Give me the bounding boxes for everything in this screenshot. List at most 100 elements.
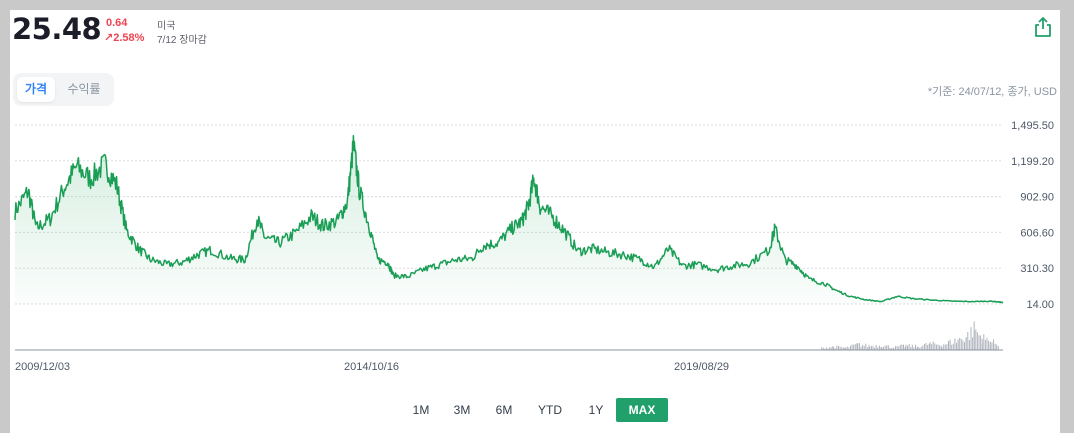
- volume-bar: [869, 346, 871, 350]
- volume-bar: [857, 343, 859, 350]
- volume-bar: [860, 346, 862, 350]
- range-button-max[interactable]: MAX: [616, 398, 668, 422]
- volume-bar: [875, 345, 877, 350]
- volume-bar: [920, 346, 922, 350]
- volume-bar: [884, 345, 886, 350]
- volume-bar: [827, 348, 829, 350]
- market-close-note: 7/12 장마감: [157, 35, 207, 46]
- price-series-line: [14, 134, 1004, 304]
- volume-bar: [848, 347, 850, 350]
- volume-bar: [949, 339, 951, 350]
- volume-bar: [986, 337, 988, 350]
- y-tick-label: 606.60: [1020, 227, 1054, 239]
- volume-bar: [989, 341, 991, 350]
- volume-bar: [962, 340, 964, 350]
- volume-bar: [984, 339, 986, 350]
- volume-bar: [978, 335, 980, 350]
- volume-bar: [937, 344, 939, 350]
- volume-bar: [863, 345, 865, 350]
- volume-bar: [892, 347, 894, 350]
- volume-bar: [954, 338, 956, 350]
- volume-bar: [960, 338, 962, 350]
- range-button-3m[interactable]: 3M: [453, 403, 471, 417]
- volume-bar: [927, 345, 929, 350]
- volume-bar: [925, 343, 927, 350]
- volume-bar: [889, 347, 891, 350]
- volume-bar: [919, 347, 921, 350]
- share-icon[interactable]: [1034, 16, 1052, 38]
- price-chart[interactable]: 1,495.50 1,199.20 902.90 606.60 310.30 14.00 2…: [10, 10, 1060, 385]
- volume-bar: [870, 345, 872, 350]
- range-button-1m[interactable]: 1M: [412, 403, 430, 417]
- volume-bar: [899, 345, 901, 350]
- volume-bar: [883, 346, 884, 350]
- volume-bar: [993, 339, 994, 350]
- volume-bar: [915, 344, 916, 350]
- volume-bar: [935, 344, 937, 350]
- volume-bar: [866, 347, 868, 350]
- volume-bar: [842, 347, 844, 350]
- volume-bar: [880, 347, 882, 350]
- range-button-6m[interactable]: 6M: [495, 403, 513, 417]
- volume-bar: [996, 344, 998, 350]
- volume-bar: [822, 347, 824, 350]
- volume-bar: [901, 344, 903, 350]
- volume-bar: [854, 344, 856, 350]
- volume-bar: [932, 341, 934, 350]
- volume-bar: [975, 329, 977, 350]
- volume-bar: [887, 345, 889, 350]
- volume-bar: [845, 347, 847, 350]
- volume-bar: [980, 335, 982, 350]
- volume-bar: [967, 332, 969, 350]
- x-tick-label: 2009/12/03: [15, 361, 70, 373]
- volume-bar: [877, 347, 879, 350]
- volume-bar: [964, 342, 965, 350]
- volume-bar: [956, 342, 957, 350]
- volume-bar: [838, 346, 839, 350]
- y-tick-label: 1,495.50: [1011, 120, 1054, 132]
- tab-price[interactable]: 가격: [17, 77, 55, 102]
- tab-return[interactable]: 수익률: [67, 82, 101, 96]
- volume-bar: [865, 343, 867, 350]
- volume-bar: [968, 340, 970, 350]
- x-tick-label: 2019/08/29: [674, 361, 729, 373]
- volume-bar: [997, 346, 999, 350]
- volume-bar: [928, 343, 930, 350]
- volume-bar: [952, 343, 954, 350]
- volume-bar: [965, 337, 967, 350]
- volume-bar: [929, 342, 931, 350]
- volume-bar: [988, 340, 990, 350]
- volume-bar: [886, 345, 888, 350]
- volume-bar: [944, 344, 946, 350]
- volume-bar: [911, 344, 913, 350]
- volume-bar: [846, 346, 848, 350]
- volume-bar: [940, 345, 942, 350]
- volume-bar: [868, 345, 870, 350]
- volume-bar: [943, 344, 945, 350]
- volume-bar: [832, 346, 834, 350]
- volume-bar: [951, 344, 953, 350]
- volume-bar: [862, 345, 864, 350]
- volume-bar: [908, 344, 910, 350]
- volume-bar: [904, 347, 906, 350]
- basis-note: *기준: 24/07/12, 종가, USD: [927, 86, 1057, 98]
- volume-bar: [948, 340, 949, 350]
- range-button-ytd[interactable]: YTD: [538, 403, 562, 417]
- volume-bar: [824, 348, 826, 350]
- volume-bar: [896, 345, 898, 350]
- volume-bar: [898, 346, 900, 350]
- range-button-1y[interactable]: 1Y: [588, 403, 604, 417]
- volume-bar: [946, 344, 948, 350]
- volume-bar: [825, 347, 827, 350]
- volume-bar: [916, 346, 918, 350]
- volume-bar: [970, 327, 972, 350]
- volume-bar: [981, 338, 983, 350]
- price-area-fill: [15, 135, 1003, 304]
- y-tick-label: 310.30: [1020, 263, 1054, 275]
- volume-bar: [991, 342, 993, 350]
- y-tick-label: 1,199.20: [1011, 156, 1054, 168]
- volume-bar: [872, 346, 874, 350]
- volume-bar: [983, 334, 985, 350]
- y-tick-label: 902.90: [1020, 192, 1054, 204]
- volume-bar: [844, 347, 846, 350]
